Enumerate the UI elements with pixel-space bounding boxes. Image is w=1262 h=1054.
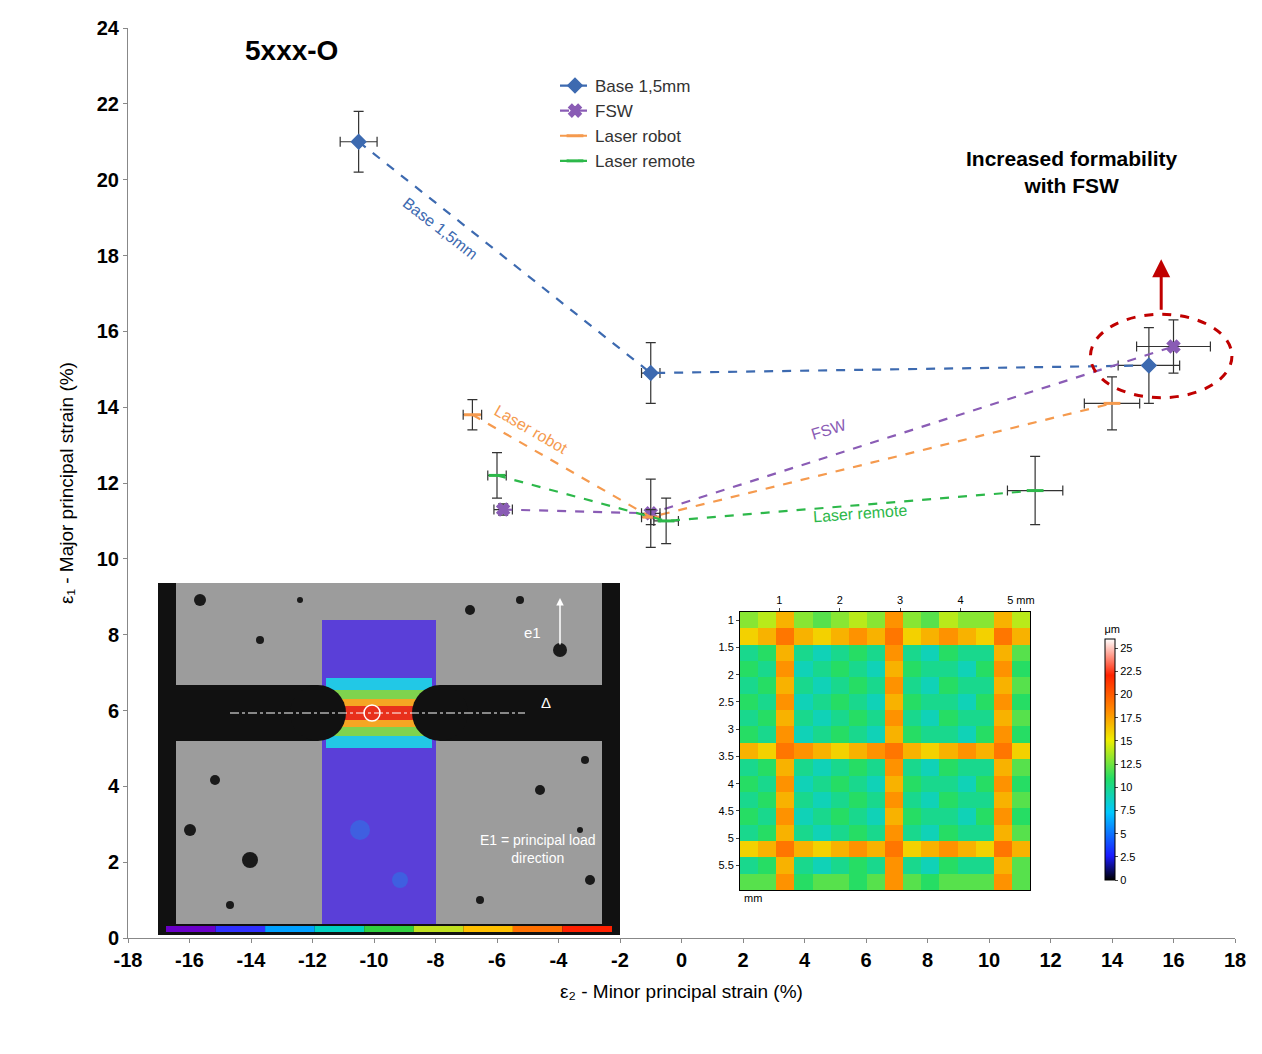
svg-text:10: 10	[1120, 781, 1132, 793]
svg-text:6: 6	[108, 700, 119, 722]
svg-text:4: 4	[728, 778, 734, 790]
svg-text:-2: -2	[611, 949, 629, 971]
svg-text:3: 3	[897, 594, 903, 606]
svg-text:5: 5	[728, 832, 734, 844]
svg-text:4: 4	[799, 949, 811, 971]
svg-text:20: 20	[1120, 688, 1132, 700]
svg-text:5.5: 5.5	[719, 859, 734, 871]
svg-text:-6: -6	[488, 949, 506, 971]
svg-text:2: 2	[837, 594, 843, 606]
svg-text:16: 16	[1162, 949, 1184, 971]
svg-text:4.5: 4.5	[719, 805, 734, 817]
svg-text:1: 1	[776, 594, 782, 606]
svg-text:7.5: 7.5	[1120, 804, 1135, 816]
svg-text:Increased formabilitywith FSW: Increased formabilitywith FSW	[966, 147, 1178, 197]
svg-text:4: 4	[957, 594, 963, 606]
svg-text:5 mm: 5 mm	[1007, 594, 1034, 606]
svg-text:6: 6	[860, 949, 871, 971]
svg-text:0: 0	[1120, 874, 1126, 886]
svg-text:0: 0	[676, 949, 687, 971]
svg-text:2.5: 2.5	[719, 696, 734, 708]
svg-text:-8: -8	[427, 949, 445, 971]
svg-text:14: 14	[1101, 949, 1124, 971]
svg-text:24: 24	[97, 17, 120, 39]
svg-text:18: 18	[1224, 949, 1246, 971]
svg-text:15: 15	[1120, 735, 1132, 747]
svg-text:FSW: FSW	[809, 416, 849, 443]
svg-text:3.5: 3.5	[719, 750, 734, 762]
svg-text:10: 10	[978, 949, 1000, 971]
svg-text:2: 2	[108, 851, 119, 873]
svg-text:-16: -16	[175, 949, 204, 971]
svg-text:ε₂ - Minor principal strain (%: ε₂ - Minor principal strain (%)	[560, 981, 803, 1002]
svg-text:5xxx-O: 5xxx-O	[245, 35, 338, 66]
svg-text:-12: -12	[298, 949, 327, 971]
svg-text:12: 12	[97, 472, 119, 494]
svg-text:17.5: 17.5	[1120, 712, 1141, 724]
svg-text:25: 25	[1120, 642, 1132, 654]
svg-text:20: 20	[97, 169, 119, 191]
svg-text:Δ: Δ	[541, 694, 551, 711]
svg-text:FSW: FSW	[595, 102, 633, 121]
svg-text:14: 14	[97, 396, 120, 418]
svg-text:-4: -4	[550, 949, 569, 971]
svg-text:Laser robot: Laser robot	[595, 127, 681, 146]
svg-text:ε₁ - Major principal strain (%: ε₁ - Major principal strain (%)	[56, 362, 77, 604]
svg-text:4: 4	[108, 775, 120, 797]
svg-text:3: 3	[728, 723, 734, 735]
svg-text:1: 1	[728, 614, 734, 626]
svg-text:-14: -14	[237, 949, 267, 971]
svg-text:Base 1,5mm: Base 1,5mm	[400, 194, 481, 263]
svg-text:-18: -18	[114, 949, 143, 971]
svg-text:8: 8	[922, 949, 933, 971]
svg-text:0: 0	[108, 927, 119, 949]
svg-text:2.5: 2.5	[1120, 851, 1135, 863]
svg-text:12.5: 12.5	[1120, 758, 1141, 770]
svg-text:μm: μm	[1105, 623, 1121, 635]
svg-text:8: 8	[108, 624, 119, 646]
svg-text:Laser remote: Laser remote	[595, 152, 695, 171]
svg-text:10: 10	[97, 548, 119, 570]
svg-text:2: 2	[728, 669, 734, 681]
svg-text:22: 22	[97, 93, 119, 115]
svg-text:22.5: 22.5	[1120, 665, 1141, 677]
svg-text:E1 = principal loaddirection: E1 = principal loaddirection	[480, 832, 596, 866]
svg-text:1.5: 1.5	[719, 641, 734, 653]
svg-text:18: 18	[97, 245, 119, 267]
svg-text:5: 5	[1120, 828, 1126, 840]
svg-text:2: 2	[737, 949, 748, 971]
svg-text:Laser remote: Laser remote	[813, 502, 908, 526]
svg-text:Laser robot: Laser robot	[491, 402, 570, 457]
svg-text:12: 12	[1039, 949, 1061, 971]
svg-text:e1: e1	[524, 624, 541, 641]
svg-text:-10: -10	[360, 949, 389, 971]
svg-text:16: 16	[97, 320, 119, 342]
svg-text:Base 1,5mm: Base 1,5mm	[595, 77, 690, 96]
svg-text:mm: mm	[744, 892, 762, 904]
